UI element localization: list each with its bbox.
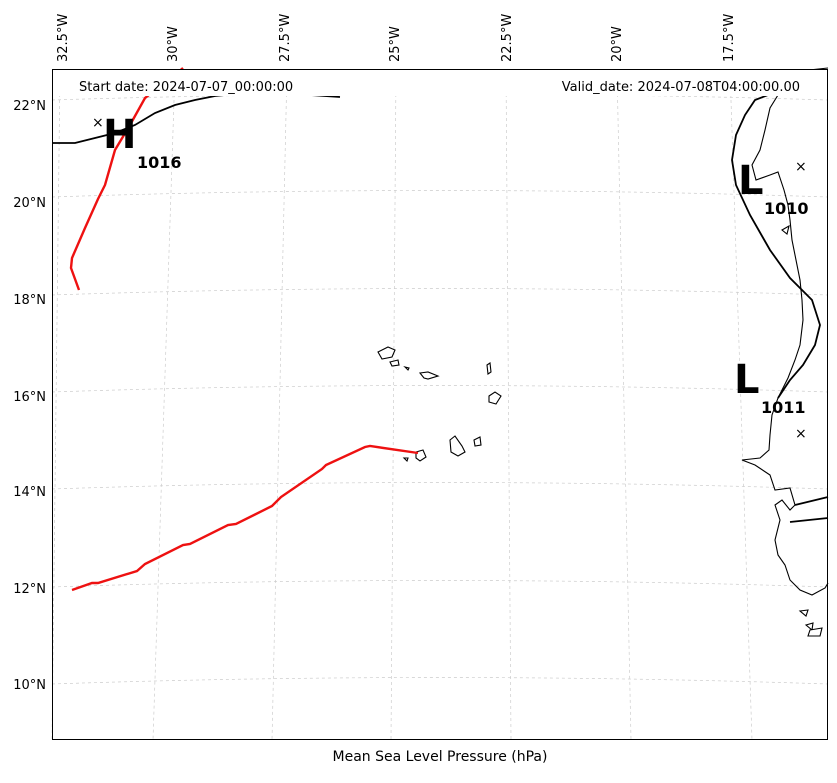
lat-label: 16°N bbox=[13, 390, 46, 405]
map-frame bbox=[52, 69, 828, 740]
low-center-marker: × bbox=[795, 159, 807, 175]
high-pressure-value: 1016 bbox=[137, 153, 182, 172]
africa-coastline bbox=[741, 67, 829, 596]
low-pressure-letter: L bbox=[738, 158, 764, 204]
lat-label: 22°N bbox=[13, 99, 46, 114]
pressure-systems: × H 1016 × L 1010 × L 1011 bbox=[92, 112, 809, 442]
lat-label: 12°N bbox=[13, 582, 46, 597]
lat-label: 14°N bbox=[13, 485, 46, 500]
latitude-labels: 22°N 20°N 18°N 16°N 14°N 12°N 10°N bbox=[13, 99, 46, 693]
low-pressure-letter: L bbox=[734, 357, 760, 403]
low-pressure-value: 1011 bbox=[761, 398, 806, 417]
cape-verde-islands bbox=[377, 346, 502, 463]
coast-islet bbox=[781, 224, 790, 235]
high-pressure-letter: H bbox=[103, 112, 136, 158]
longitude-labels: 32.5°W 30°W 27.5°W 25°W 22.5°W 20°W 17.5… bbox=[56, 14, 737, 62]
track-north bbox=[69, 67, 184, 291]
lon-label: 30°W bbox=[166, 26, 181, 62]
lat-label: 20°N bbox=[13, 196, 46, 211]
coast-islet bbox=[807, 627, 823, 637]
start-date-label: Start date: 2024-07-07_00:00:00 bbox=[79, 80, 293, 95]
lat-label: 10°N bbox=[13, 678, 46, 693]
valid-date-label: Valid_date: 2024-07-08T04:00:00.00 bbox=[562, 80, 800, 95]
lon-label: 20°W bbox=[610, 26, 625, 62]
lat-label: 18°N bbox=[13, 293, 46, 308]
high-center-marker: × bbox=[92, 115, 104, 131]
lon-label: 25°W bbox=[388, 26, 403, 62]
graticule bbox=[51, 69, 829, 741]
low-pressure-value: 1010 bbox=[764, 199, 809, 218]
map-caption: Mean Sea Level Pressure (hPa) bbox=[333, 749, 548, 765]
lon-label: 22.5°W bbox=[500, 14, 515, 62]
lon-label: 32.5°W bbox=[56, 14, 71, 62]
low-center-marker: × bbox=[795, 426, 807, 442]
coast-islet bbox=[798, 609, 809, 617]
lon-label: 27.5°W bbox=[278, 14, 293, 62]
track-south bbox=[71, 444, 419, 592]
lon-label: 17.5°W bbox=[722, 14, 737, 62]
isobars: 1014 bbox=[52, 67, 829, 523]
header-band bbox=[53, 70, 827, 96]
coast-islet bbox=[804, 622, 814, 632]
